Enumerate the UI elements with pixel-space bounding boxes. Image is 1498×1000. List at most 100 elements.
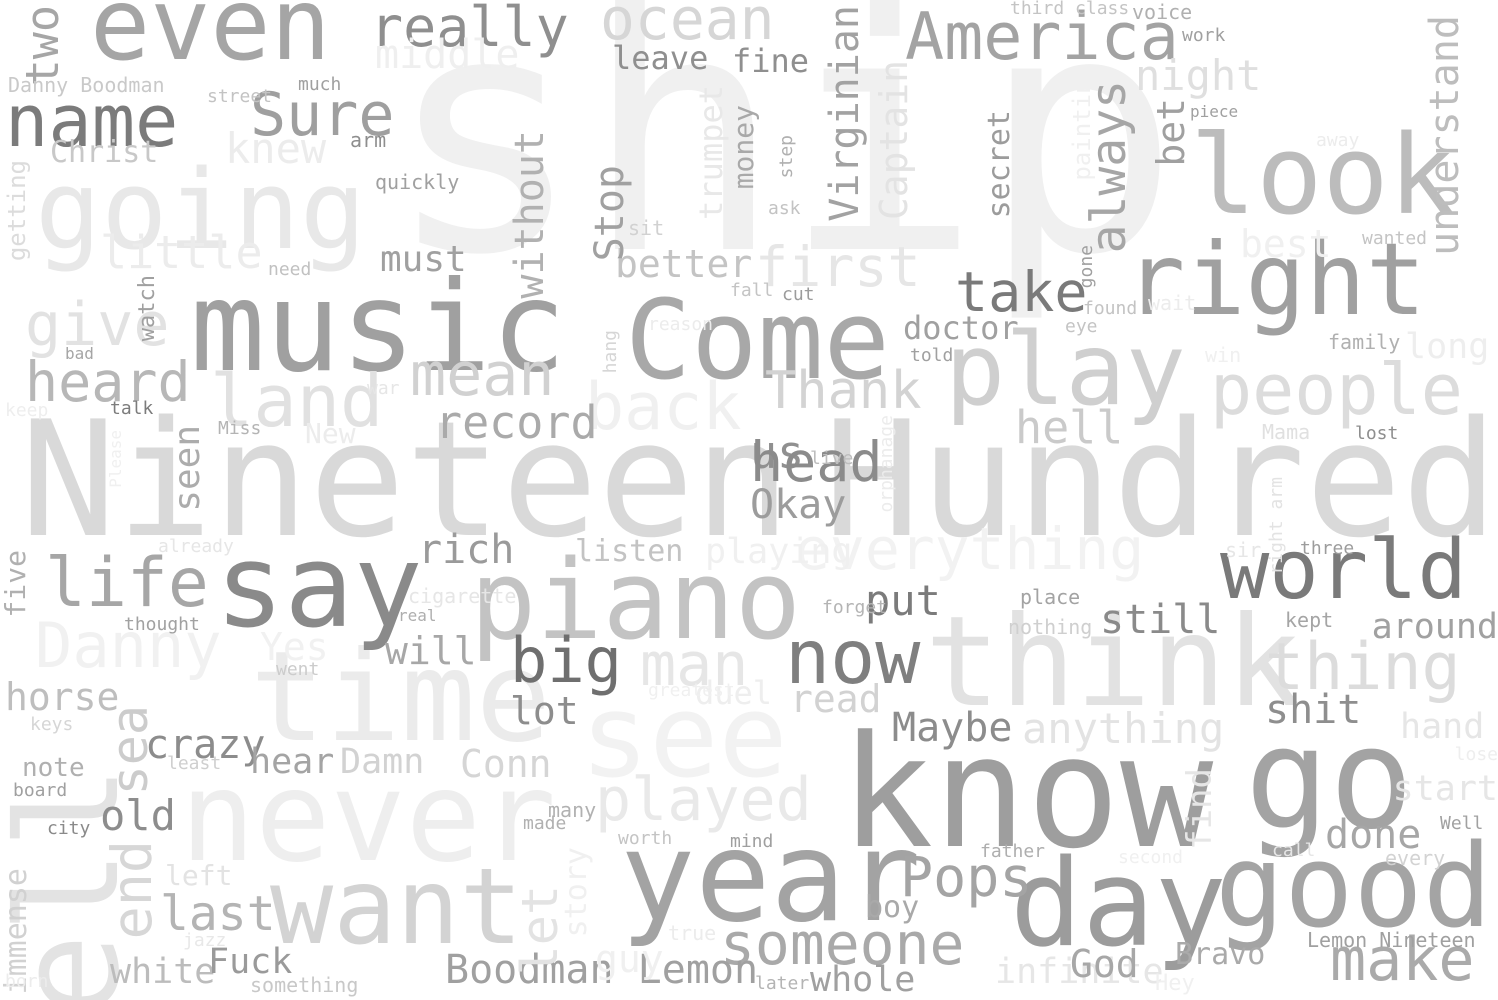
- cloud-word: gone: [1076, 245, 1097, 289]
- cloud-word: Yes: [260, 625, 329, 669]
- cloud-word: sir: [1225, 538, 1262, 562]
- cloud-word: sit: [628, 216, 665, 240]
- cloud-word: around: [1371, 607, 1498, 647]
- cloud-word: good: [1215, 820, 1492, 954]
- cloud-word: Nineteen: [20, 386, 791, 573]
- cloud-word: read: [790, 677, 882, 721]
- cloud-word: world: [1220, 523, 1467, 618]
- cloud-word: knew: [225, 124, 327, 173]
- cloud-word: kept: [1285, 608, 1334, 632]
- cloud-word: shit: [1265, 687, 1362, 733]
- cloud-word: right arm: [1266, 477, 1287, 575]
- cloud-word: play: [945, 311, 1186, 428]
- cloud-word: night: [1135, 51, 1262, 100]
- cloud-word: war: [367, 378, 400, 399]
- cloud-word: Please: [106, 430, 125, 488]
- cloud-word: now: [785, 613, 921, 701]
- cloud-word: father: [980, 841, 1046, 862]
- cloud-word: without: [507, 130, 553, 299]
- cloud-word: Damn: [340, 742, 425, 782]
- cloud-word: step: [776, 135, 797, 179]
- cloud-word: look: [1190, 111, 1455, 239]
- cloud-word: start: [1392, 769, 1498, 809]
- cloud-word: go: [1245, 698, 1414, 861]
- cloud-word: really: [370, 0, 569, 59]
- cloud-word: leave: [612, 39, 709, 77]
- cloud-word: last: [160, 886, 276, 942]
- cloud-word: put: [865, 576, 941, 625]
- cloud-word: city: [47, 818, 91, 839]
- cloud-word: lot: [510, 689, 579, 733]
- cloud-word: New: [305, 417, 356, 450]
- cloud-word: hang: [600, 330, 621, 374]
- cloud-word: heard: [25, 350, 191, 414]
- cloud-word: still: [1100, 597, 1221, 643]
- cloud-word: second: [1118, 847, 1184, 868]
- cloud-word: many: [548, 798, 597, 822]
- cloud-word: God: [1070, 942, 1139, 986]
- cloud-word: every: [1385, 846, 1446, 870]
- cloud-word: made: [523, 813, 567, 834]
- cloud-word: think: [925, 590, 1302, 735]
- cloud-word: us: [750, 426, 805, 479]
- cloud-word: horse: [5, 675, 120, 719]
- cloud-word: people: [1210, 349, 1463, 431]
- cloud-word: Fuck: [208, 942, 293, 982]
- cloud-word: talk: [110, 398, 154, 419]
- cloud-word: work: [1182, 25, 1226, 46]
- cloud-word: away: [1316, 130, 1360, 151]
- cloud-word: America: [905, 0, 1179, 75]
- cloud-word: will: [385, 629, 477, 673]
- cloud-word: Captain: [872, 60, 916, 221]
- cloud-word: let: [511, 885, 569, 976]
- cloud-word: boy: [865, 890, 920, 925]
- cloud-word: getting: [3, 160, 31, 262]
- cloud-word: board: [13, 780, 68, 801]
- cloud-word: Mama: [1262, 420, 1311, 444]
- cloud-word: bad: [65, 344, 94, 363]
- cloud-word: find: [1180, 768, 1220, 850]
- cloud-word: cigarette: [408, 584, 517, 608]
- cloud-word: Thank: [765, 361, 922, 421]
- cloud-word: end: [100, 840, 164, 940]
- cloud-word: take: [955, 260, 1088, 324]
- cloud-word: Miss: [218, 418, 262, 439]
- cloud-word: piano: [470, 536, 802, 664]
- cloud-word: live: [810, 448, 854, 469]
- cloud-word: music: [190, 255, 567, 400]
- cloud-word: back: [585, 370, 742, 445]
- cloud-word: know: [840, 702, 1214, 883]
- cloud-word: must: [380, 239, 467, 280]
- cloud-word: went: [276, 659, 320, 680]
- cloud-word: whole: [810, 960, 916, 1000]
- cloud-word: doctor: [903, 309, 1019, 347]
- cloud-word: little: [100, 226, 263, 279]
- cloud-word: even: [90, 0, 331, 83]
- cloud-word: reason: [648, 314, 714, 335]
- cloud-word: hear: [250, 742, 335, 782]
- cloud-word: jazz: [183, 930, 227, 951]
- cloud-word: Virginian: [822, 5, 868, 222]
- cloud-word: never: [180, 745, 557, 890]
- cloud-word: Sure: [250, 80, 395, 150]
- cloud-word: Stop: [587, 165, 633, 262]
- cloud-word: least: [167, 753, 222, 774]
- cloud-word: wait: [1148, 291, 1197, 315]
- cloud-word: want: [270, 846, 523, 968]
- cloud-word: man: [640, 630, 749, 700]
- cloud-word: middle: [375, 32, 520, 78]
- cloud-word: Okay: [750, 482, 847, 528]
- cloud-word: note: [22, 753, 85, 783]
- cloud-word: life: [45, 544, 209, 623]
- cloud-word: need: [268, 259, 312, 280]
- cloud-word: place: [1020, 585, 1081, 609]
- cloud-word: played: [595, 765, 812, 835]
- cloud-word: painting: [1068, 65, 1096, 181]
- cloud-word: say: [215, 520, 423, 654]
- cloud-word: wanted: [1362, 228, 1428, 249]
- cloud-word: real: [398, 606, 437, 625]
- cloud-word: piece: [1190, 102, 1239, 121]
- cloud-word: Pops: [900, 845, 1033, 909]
- cloud-word: year: [620, 805, 922, 950]
- cloud-word: crazy: [145, 722, 266, 768]
